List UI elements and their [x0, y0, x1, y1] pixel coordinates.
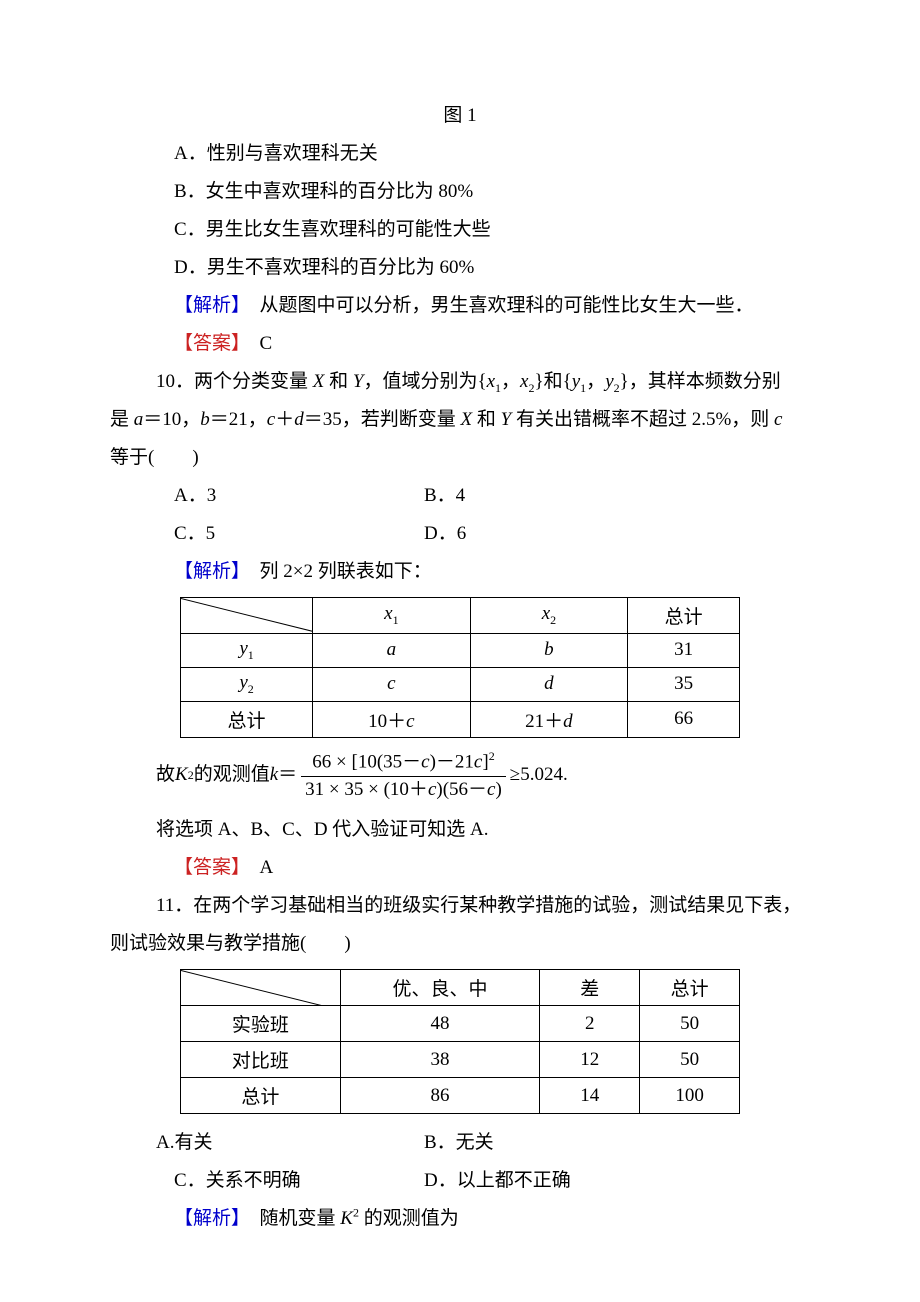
- q11-option-c: C．关系不明确: [110, 1162, 400, 1200]
- q10-answer: 【答案】 A: [110, 849, 810, 887]
- answer-label: 【答案】: [174, 857, 241, 878]
- q10-option-c: C．5: [110, 515, 400, 553]
- table-row: 总计 86 14 100: [181, 1078, 740, 1114]
- q9-answer: 【答案】 C: [110, 325, 810, 363]
- table-cell: x2: [470, 598, 628, 634]
- table-cell: 总计: [628, 598, 740, 634]
- answer-text: A: [241, 857, 274, 878]
- document-page: 图 1 A．性别与喜欢理科无关 B．女生中喜欢理科的百分比为 80% C．男生比…: [0, 0, 920, 1302]
- q9-option-c: C．男生比女生喜欢理科的可能性大些: [110, 211, 810, 249]
- q11-option-b: B．无关: [400, 1124, 810, 1162]
- table-row: 对比班 38 12 50: [181, 1042, 740, 1078]
- q9-option-b: B．女生中喜欢理科的百分比为 80%: [110, 173, 810, 211]
- analysis-label: 【解析】: [174, 561, 241, 582]
- q11-options-row2: C．关系不明确 D．以上都不正确: [110, 1162, 810, 1200]
- q9-option-d: D．男生不喜欢理科的百分比为 60%: [110, 249, 810, 287]
- q10-options-row2: C．5 D．6: [110, 515, 810, 553]
- q10-contingency-table: x1 x2 总计 y1 a b 31 y2 c d 35 总计 10＋c 21＋…: [180, 597, 740, 738]
- table-row: y1 a b 31: [181, 634, 740, 668]
- q10-verify: 将选项 A、B、C、D 代入验证可知选 A.: [110, 811, 810, 849]
- analysis-text: 从题图中可以分析，男生喜欢理科的可能性比女生大一些．: [241, 295, 754, 316]
- analysis-label: 【解析】: [174, 295, 241, 316]
- figure-label: 图 1: [110, 100, 810, 127]
- answer-label: 【答案】: [174, 333, 241, 354]
- q10-option-b: B．4: [400, 477, 810, 515]
- q11-analysis: 【解析】 随机变量 K2 的观测值为: [110, 1200, 810, 1238]
- table-cell: x1: [313, 598, 471, 634]
- analysis-text: 随机变量: [241, 1208, 341, 1229]
- table-cell: a: [313, 634, 471, 668]
- table-cell: 31: [628, 634, 740, 668]
- table-row: 实验班 48 2 50: [181, 1006, 740, 1042]
- table-cell: y1: [181, 634, 313, 668]
- table-cell: 66: [628, 701, 740, 737]
- table-cell: 总计: [181, 1078, 341, 1114]
- table-cell: c: [313, 667, 471, 701]
- table-cell: 38: [340, 1042, 540, 1078]
- q9-analysis: 【解析】 从题图中可以分析，男生喜欢理科的可能性比女生大一些．: [110, 287, 810, 325]
- q10-stem-line1: 10．两个分类变量 X 和 Y，值域分别为{x1，x2}和{y1，y2}，其样本…: [110, 363, 810, 401]
- answer-text: C: [241, 333, 273, 354]
- table-cell: 优、良、中: [340, 970, 540, 1006]
- q11-stem-line1: 11．在两个学习基础相当的班级实行某种教学措施的试验，测试结果见下表，: [110, 887, 810, 925]
- table-cell: 86: [340, 1078, 540, 1114]
- table-cell: 实验班: [181, 1006, 341, 1042]
- q10-option-d: D．6: [400, 515, 810, 553]
- table-cell: 48: [340, 1006, 540, 1042]
- q10-option-a: A．3: [110, 477, 400, 515]
- analysis-tail: 的观测值为: [359, 1208, 459, 1229]
- table-cell: 总计: [640, 970, 740, 1006]
- q11-option-a: A.有关: [110, 1124, 400, 1162]
- fraction: 66 × [10(35－c)－21c]2 31 × 35 × (10＋c)(56…: [301, 748, 506, 804]
- table-cell: 12: [540, 1042, 640, 1078]
- q11-stem-line2: 则试验效果与教学措施( ): [110, 925, 810, 963]
- table-cell: [181, 970, 341, 1006]
- table-cell: 50: [640, 1006, 740, 1042]
- table-cell: 10＋c: [313, 701, 471, 737]
- q10-formula: 故 K2 的观测值 k＝ 66 × [10(35－c)－21c]2 31 × 3…: [110, 748, 810, 804]
- analysis-label: 【解析】: [174, 1208, 241, 1229]
- table-cell: 50: [640, 1042, 740, 1078]
- table-cell: 100: [640, 1078, 740, 1114]
- table-cell: 差: [540, 970, 640, 1006]
- analysis-text: 列 2×2 列联表如下：: [241, 561, 432, 582]
- table-row: 总计 10＋c 21＋d 66: [181, 701, 740, 737]
- table-row: 优、良、中 差 总计: [181, 970, 740, 1006]
- table-row: x1 x2 总计: [181, 598, 740, 634]
- table-row: y2 c d 35: [181, 667, 740, 701]
- q10-stem-line2: 是 a＝10，b＝21，c＋d＝35，若判断变量 X 和 Y 有关出错概率不超过…: [110, 401, 810, 439]
- table-cell: [181, 598, 313, 634]
- q11-result-table: 优、良、中 差 总计 实验班 48 2 50 对比班 38 12 50 总计 8…: [180, 969, 740, 1114]
- q9-option-a: A．性别与喜欢理科无关: [110, 135, 810, 173]
- table-cell: 2: [540, 1006, 640, 1042]
- q11-options-row1: A.有关 B．无关: [110, 1124, 810, 1162]
- q10-options-row1: A．3 B．4: [110, 477, 810, 515]
- table-cell: 35: [628, 667, 740, 701]
- table-cell: y2: [181, 667, 313, 701]
- table-cell: b: [470, 634, 628, 668]
- table-cell: 总计: [181, 701, 313, 737]
- q11-option-d: D．以上都不正确: [400, 1162, 810, 1200]
- table-cell: 14: [540, 1078, 640, 1114]
- q10-stem-line3: 等于( ): [110, 439, 810, 477]
- q10-analysis: 【解析】 列 2×2 列联表如下：: [110, 553, 810, 591]
- table-cell: 对比班: [181, 1042, 341, 1078]
- table-cell: 21＋d: [470, 701, 628, 737]
- table-cell: d: [470, 667, 628, 701]
